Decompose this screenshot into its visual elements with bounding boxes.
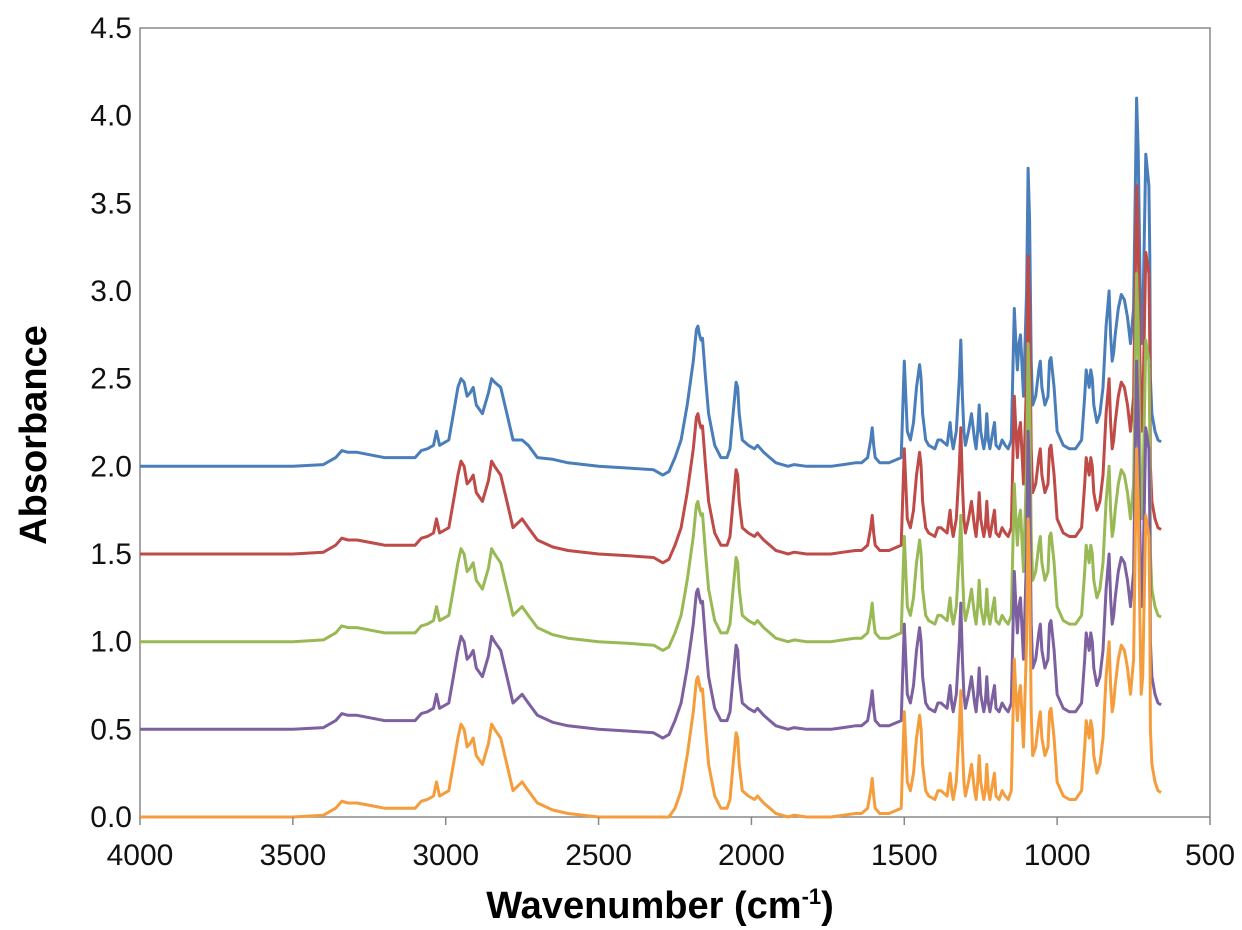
x-tick-label: 500 <box>1185 839 1235 872</box>
x-tick-label: 3000 <box>412 839 479 872</box>
x-tick-label: 1000 <box>1024 839 1091 872</box>
y-tick-label: 2.5 <box>90 363 132 396</box>
y-tick-label: 0.0 <box>90 801 132 834</box>
x-tick-label: 1500 <box>871 839 938 872</box>
spectrum-line-5 <box>140 447 1162 819</box>
x-tick-label: 3500 <box>259 839 326 872</box>
x-axis-title: Wavenumber (cm-1) <box>486 884 834 927</box>
y-tick-label: 3.5 <box>90 187 132 220</box>
series-layer <box>140 96 1162 819</box>
x-axis: 4000 3500 3000 2500 2000 1500 1000 500 <box>107 817 1235 872</box>
y-tick-label: 2.0 <box>90 450 132 483</box>
y-axis: 0.0 0.5 1.0 1.5 2.0 2.5 3.0 3.5 4.0 4.5 <box>90 12 132 834</box>
y-tick-label: 4.0 <box>90 100 132 133</box>
y-tick-label: 0.5 <box>90 713 132 746</box>
y-tick-label: 4.5 <box>90 12 132 45</box>
x-tick-label: 4000 <box>107 839 174 872</box>
spectrum-line-4 <box>140 359 1162 740</box>
plot-frame <box>139 27 1211 818</box>
x-tick-label: 2000 <box>718 839 785 872</box>
y-tick-label: 1.0 <box>90 626 132 659</box>
y-tick-label: 1.5 <box>90 538 132 571</box>
spectrum-line-2 <box>140 184 1162 565</box>
y-tick-label: 3.0 <box>90 275 132 308</box>
y-axis-title: Absorbance <box>13 325 55 545</box>
x-tick-label: 2500 <box>565 839 632 872</box>
spectrum-line-3 <box>140 272 1162 652</box>
spectrum-line-1 <box>140 96 1162 477</box>
